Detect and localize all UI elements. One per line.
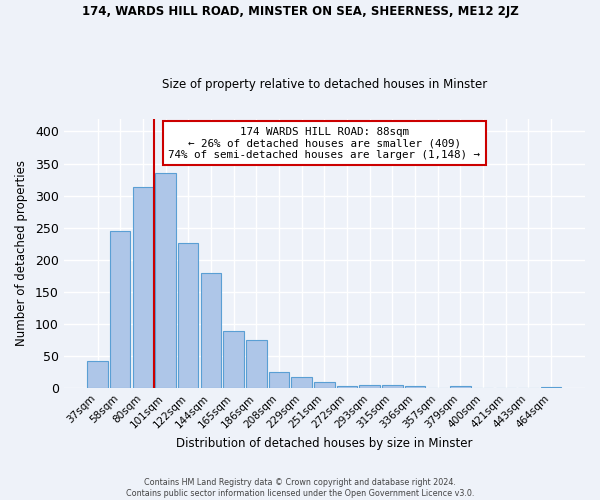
- Bar: [314, 382, 335, 388]
- Bar: [246, 340, 266, 388]
- Bar: [201, 272, 221, 388]
- Bar: [155, 173, 176, 388]
- Y-axis label: Number of detached properties: Number of detached properties: [15, 160, 28, 346]
- Bar: [133, 188, 153, 388]
- Bar: [541, 387, 562, 388]
- Bar: [223, 330, 244, 388]
- Text: Contains HM Land Registry data © Crown copyright and database right 2024.
Contai: Contains HM Land Registry data © Crown c…: [126, 478, 474, 498]
- Title: Size of property relative to detached houses in Minster: Size of property relative to detached ho…: [162, 78, 487, 91]
- Bar: [292, 377, 312, 388]
- Bar: [178, 243, 199, 388]
- Bar: [110, 231, 130, 388]
- X-axis label: Distribution of detached houses by size in Minster: Distribution of detached houses by size …: [176, 437, 473, 450]
- Bar: [337, 386, 357, 388]
- Bar: [382, 385, 403, 388]
- Text: 174 WARDS HILL ROAD: 88sqm
← 26% of detached houses are smaller (409)
74% of sem: 174 WARDS HILL ROAD: 88sqm ← 26% of deta…: [169, 126, 481, 160]
- Bar: [450, 386, 470, 388]
- Text: 174, WARDS HILL ROAD, MINSTER ON SEA, SHEERNESS, ME12 2JZ: 174, WARDS HILL ROAD, MINSTER ON SEA, SH…: [82, 5, 518, 18]
- Bar: [88, 362, 108, 388]
- Bar: [359, 385, 380, 388]
- Bar: [269, 372, 289, 388]
- Bar: [405, 386, 425, 388]
